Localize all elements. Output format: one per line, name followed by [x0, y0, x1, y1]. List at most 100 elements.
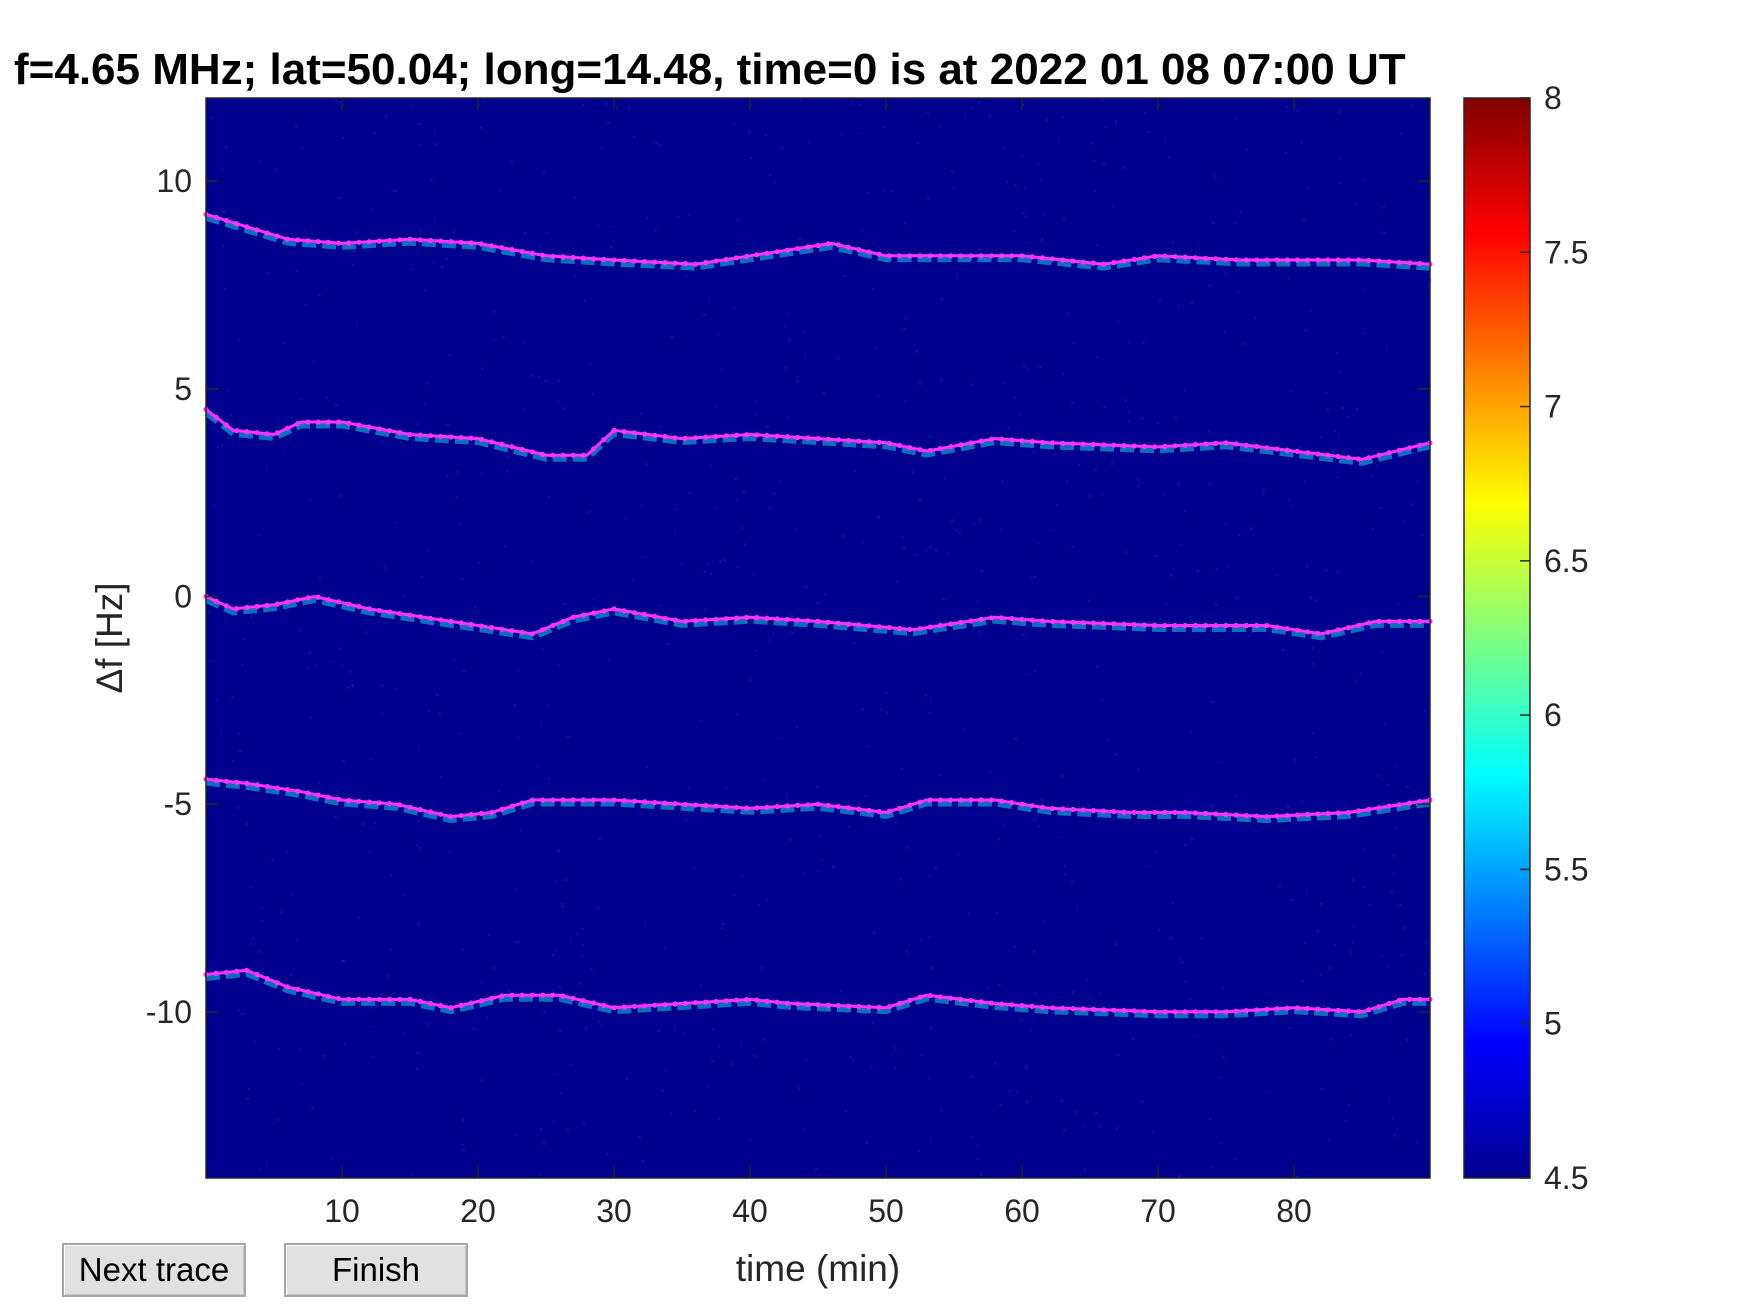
- noise-speck: [859, 103, 862, 106]
- trace-point: [723, 433, 729, 439]
- noise-speck: [730, 1063, 733, 1066]
- trace-point: [540, 451, 546, 457]
- trace-point: [509, 803, 515, 809]
- noise-speck: [1003, 146, 1006, 149]
- noise-speck: [399, 441, 402, 444]
- noise-speck: [1042, 212, 1045, 215]
- noise-speck: [864, 1013, 867, 1016]
- plot-frame: [205, 97, 1431, 1179]
- noise-speck: [237, 1009, 240, 1011]
- noise-speck: [1392, 854, 1395, 857]
- noise-speck: [567, 735, 570, 738]
- noise-speck: [342, 760, 345, 763]
- noise-speck: [446, 475, 449, 478]
- trace-point: [468, 240, 474, 246]
- trace-point: [754, 432, 760, 438]
- trace-point: [978, 438, 984, 444]
- noise-speck: [976, 1158, 979, 1161]
- noise-speck: [265, 1162, 268, 1165]
- noise-speck: [1379, 506, 1382, 509]
- noise-speck: [710, 572, 712, 575]
- noise-speck: [770, 505, 772, 508]
- trace-point: [1019, 801, 1025, 807]
- noise-speck: [1288, 499, 1291, 502]
- trace-point: [397, 237, 403, 243]
- trace-point: [1121, 621, 1127, 627]
- trace-point: [805, 802, 811, 808]
- trace-point: [376, 238, 382, 244]
- noise-speck: [417, 748, 420, 751]
- noise-speck: [458, 523, 461, 526]
- noise-speck: [566, 1128, 569, 1131]
- trace-point: [1396, 802, 1402, 808]
- noise-speck: [638, 1136, 641, 1139]
- noise-speck: [1361, 179, 1364, 182]
- noise-speck: [1226, 565, 1229, 568]
- noise-speck: [486, 1016, 489, 1019]
- trace-point: [1029, 254, 1035, 260]
- trace-point: [897, 1000, 903, 1007]
- noise-speck: [1302, 980, 1305, 983]
- noise-speck: [1072, 342, 1075, 345]
- noise-speck: [601, 1024, 604, 1027]
- noise-speck: [418, 123, 421, 126]
- trace-point: [213, 214, 219, 220]
- noise-speck: [1128, 410, 1131, 413]
- noise-speck: [415, 844, 418, 847]
- trace-point: [458, 239, 464, 245]
- noise-speck: [769, 640, 772, 643]
- trace-point: [631, 258, 638, 264]
- noise-speck: [347, 686, 350, 689]
- noise-speck: [538, 1173, 541, 1176]
- trace-point: [795, 617, 801, 623]
- trace-point: [652, 613, 658, 620]
- noise-speck: [242, 1012, 245, 1015]
- trace-point: [1182, 254, 1188, 260]
- trace-point: [417, 807, 423, 813]
- trace-point: [295, 986, 301, 992]
- x-tick-label: 70: [1140, 1193, 1176, 1229]
- noise-speck: [755, 649, 758, 652]
- noise-speck: [872, 287, 875, 290]
- noise-speck: [928, 936, 931, 939]
- noise-speck: [516, 888, 519, 891]
- noise-speck: [213, 504, 216, 507]
- trace-point: [1192, 810, 1198, 816]
- noise-speck: [547, 495, 550, 498]
- noise-speck: [433, 261, 435, 264]
- trace-point: [264, 783, 270, 790]
- noise-speck: [538, 375, 541, 378]
- trace-point: [550, 452, 556, 458]
- trace-point: [1192, 622, 1198, 629]
- trace-point: [1264, 445, 1270, 451]
- trace-point: [315, 419, 321, 425]
- noise-speck: [941, 298, 944, 301]
- noise-speck: [1172, 241, 1175, 244]
- noise-speck: [906, 846, 909, 849]
- noise-speck: [847, 825, 850, 828]
- noise-speck: [416, 423, 419, 426]
- trace-point: [1407, 618, 1413, 625]
- noise-speck: [1186, 439, 1189, 442]
- trace-point: [591, 256, 597, 262]
- noise-speck: [1112, 205, 1115, 208]
- finish-button[interactable]: Finish: [284, 1243, 468, 1297]
- noise-speck: [709, 465, 712, 468]
- noise-speck: [1096, 244, 1099, 247]
- noise-speck: [441, 265, 444, 268]
- noise-speck: [1027, 368, 1030, 371]
- trace-point: [958, 253, 964, 259]
- noise-speck: [804, 356, 807, 359]
- noise-speck: [1387, 1097, 1390, 1100]
- noise-speck: [229, 414, 232, 417]
- next-trace-button[interactable]: Next trace: [62, 1243, 246, 1297]
- trace-point: [366, 606, 372, 612]
- trace-point: [295, 788, 301, 794]
- noise-speck: [935, 549, 938, 551]
- noise-speck: [220, 732, 223, 735]
- trace-point: [937, 797, 944, 803]
- noise-speck: [588, 362, 591, 365]
- trace-point: [672, 435, 678, 441]
- noise-speck: [777, 737, 780, 740]
- trace-point: [825, 241, 831, 247]
